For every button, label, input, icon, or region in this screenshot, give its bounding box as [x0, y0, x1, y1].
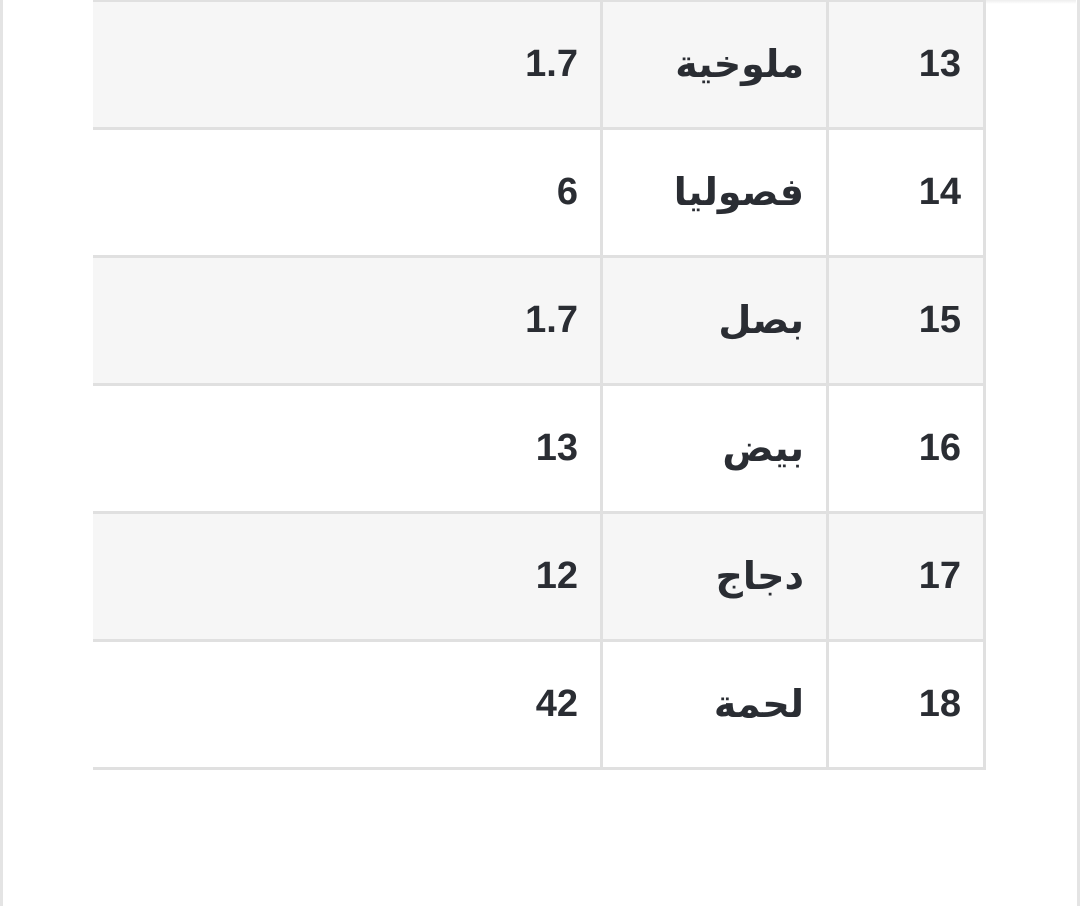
- table-row: 42 لحمة 18: [93, 642, 986, 770]
- value-cell: 13: [93, 386, 603, 511]
- value-cell: 12: [93, 514, 603, 639]
- name-cell: ملوخية: [603, 2, 829, 127]
- table-row: 1.7 ملوخية 13: [93, 0, 986, 130]
- table-row: 12 دجاج 17: [93, 514, 986, 642]
- name-cell: فصوليا: [603, 130, 829, 255]
- data-table: 1.7 ملوخية 13 6 فصوليا 14 1.7 بصل 15 13 …: [93, 0, 986, 770]
- name-cell: بيض: [603, 386, 829, 511]
- value-cell: 42: [93, 642, 603, 767]
- number-cell: 17: [829, 514, 986, 639]
- name-cell: بصل: [603, 258, 829, 383]
- value-cell: 1.7: [93, 2, 603, 127]
- number-cell: 13: [829, 2, 986, 127]
- header-shadow: [986, 0, 1076, 4]
- table-row: 1.7 بصل 15: [93, 258, 986, 386]
- number-cell: 16: [829, 386, 986, 511]
- value-cell: 1.7: [93, 258, 603, 383]
- value-cell: 6: [93, 130, 603, 255]
- page-edge-right: [1077, 0, 1080, 906]
- table-row: 6 فصوليا 14: [93, 130, 986, 258]
- name-cell: دجاج: [603, 514, 829, 639]
- number-cell: 18: [829, 642, 986, 767]
- number-cell: 14: [829, 130, 986, 255]
- table-row: 13 بيض 16: [93, 386, 986, 514]
- name-cell: لحمة: [603, 642, 829, 767]
- page-edge-left: [0, 0, 3, 906]
- number-cell: 15: [829, 258, 986, 383]
